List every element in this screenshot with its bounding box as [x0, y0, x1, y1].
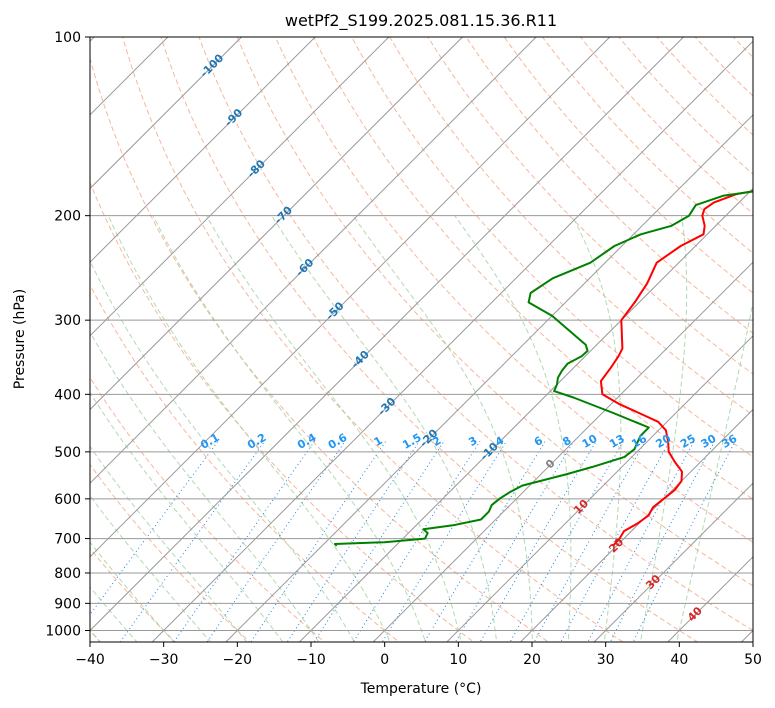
- y-tick-label: 900: [54, 596, 81, 612]
- moist-adiabat-line: [152, 215, 427, 642]
- mixing-ratio-line: [423, 441, 546, 642]
- x-tick-label: 30: [597, 652, 615, 668]
- moist-adiabat-line: [676, 299, 753, 642]
- x-tick-label: −20: [223, 652, 253, 668]
- dry-adiabat-line: [389, 37, 753, 416]
- isotherm-line: [225, 114, 753, 642]
- temperature-profile: [599, 190, 753, 547]
- x-tick-label: 20: [523, 652, 541, 668]
- moist-adiabat-line: [454, 215, 572, 642]
- moist-adiabat-line: [90, 494, 212, 642]
- moist-adiabat-line: [90, 541, 175, 642]
- y-tick-label: 300: [54, 313, 81, 329]
- mixing-ratio-line: [90, 441, 219, 616]
- x-axis-label: Temperature (°C): [360, 681, 482, 697]
- isotherm-line: [372, 261, 753, 642]
- moist-adiabat-line: [90, 259, 356, 642]
- moist-adiabat-line: [107, 215, 391, 642]
- mixing-ratio-line: [509, 441, 624, 642]
- dry-adiabat-line: [274, 37, 753, 543]
- dry-adiabat-line: [656, 37, 753, 136]
- x-tick-label: −30: [149, 652, 179, 668]
- chart-title: wetPf2_S199.2025.081.15.36.R11: [285, 11, 557, 31]
- dry-adiabat-line: [90, 283, 400, 642]
- mixing-ratio-line: [533, 441, 646, 642]
- x-tick-label: 10: [449, 652, 467, 668]
- moist-adiabat-line: [352, 215, 533, 642]
- dry-adiabat-line: [122, 37, 624, 642]
- x-tick-label: 40: [670, 652, 688, 668]
- isotherm-line: [90, 37, 537, 484]
- isotherm-line: [90, 37, 316, 263]
- x-tick-label: −10: [296, 652, 326, 668]
- isotherm-line: [90, 37, 390, 337]
- dry-adiabat-line: [541, 37, 753, 254]
- axes: −40 −30 −20 −10 0 10 20 30 40 50 100 200 300 400 500 60…: [45, 30, 762, 668]
- y-tick-label: 700: [54, 532, 81, 548]
- y-tick-label: 500: [54, 445, 81, 461]
- dry-adiabat-line: [427, 37, 753, 375]
- moist-adiabat-line: [271, 215, 498, 642]
- moist-adiabat-line: [90, 586, 138, 642]
- mixing-ratio-line: [609, 441, 715, 642]
- x-tick-label: 0: [380, 652, 389, 668]
- x-tick-label: 50: [744, 652, 762, 668]
- isotherm-line: [90, 37, 243, 190]
- isotherm-line: [446, 335, 753, 642]
- isotherm-line: [519, 408, 753, 642]
- moist-adiabat-line: [90, 331, 320, 642]
- y-axis-label: Pressure (hPa): [12, 289, 28, 389]
- isotherm-line: [90, 37, 685, 632]
- isotherm-line: [90, 37, 464, 411]
- isotherm-line: [90, 37, 611, 558]
- mixing-ratio-line: [250, 441, 387, 642]
- mixing-ratio-line: [479, 441, 597, 642]
- dry-adiabat-line: [465, 37, 753, 334]
- dry-adiabat-line: [198, 37, 753, 632]
- dry-adiabat-line: [90, 181, 475, 642]
- y-tick-label: 1000: [45, 624, 81, 640]
- isotherm-line: [151, 40, 753, 642]
- plot-frame: [89, 36, 754, 643]
- y-tick-label: 400: [54, 387, 81, 403]
- mixing-ratio-line: [560, 441, 670, 642]
- dry-adiabat-line: [90, 376, 326, 642]
- x-tick-label: −40: [75, 652, 105, 668]
- dewpoint-profile: [333, 190, 753, 547]
- isotherm-line: [593, 482, 753, 642]
- moist-adiabat-line: [206, 215, 462, 642]
- dry-adiabat-line: [351, 37, 753, 458]
- isotherm-line: [298, 187, 753, 642]
- dry-adiabat-line: [312, 37, 753, 500]
- mixing-ratio-line: [587, 441, 695, 642]
- dry-adiabat-line: [579, 37, 753, 215]
- y-tick-label: 600: [54, 492, 81, 508]
- y-tick-label: 100: [54, 30, 81, 46]
- moist-adiabat-line: [90, 445, 248, 642]
- dry-adiabat-line: [160, 37, 699, 642]
- y-tick-label: 800: [54, 566, 81, 582]
- moist-adiabat-line: [639, 215, 688, 642]
- y-tick-label: 200: [54, 209, 81, 225]
- plot-area: 0.1 0.2 0.4 0.6 1 1.5 2 3 4 6 8 10 13 16 20 25 30 36-100-…: [90, 37, 753, 642]
- mixing-ratio-line: [286, 441, 420, 642]
